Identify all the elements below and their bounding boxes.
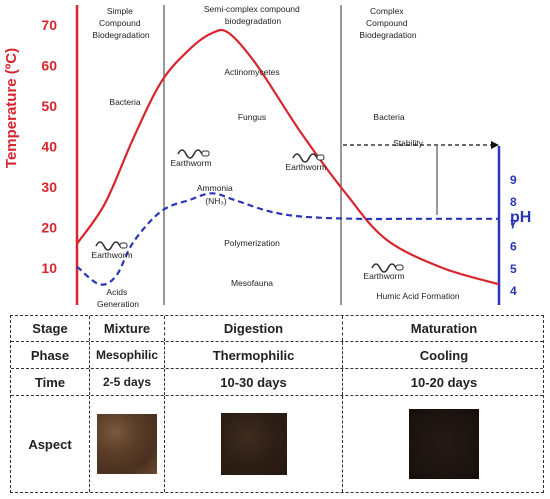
time-digestion: 10-30 days [164,369,342,395]
phase2-header-line2: biodegradation [225,16,282,26]
aspect-row-label: Aspect [28,436,72,452]
acids-generation-line1: Acids [106,287,127,297]
phase3-header-line1: Complex [370,6,404,16]
phase1-header-line3: Biodegradation [92,30,149,40]
polymerization-label: Polymerization [224,238,280,248]
earthworm-icon [177,149,210,159]
temperature-tick-label: 20 [41,220,57,236]
aspect-mixture-cell [89,396,164,492]
aspect-maturation-cell [342,396,545,492]
phase-row: Phase Mesophilic Thermophilic Cooling [11,342,543,369]
earthworm-icon [371,263,404,273]
earthworm-label-4: Earthworm [363,271,404,281]
compost-chart: Temperature (ºC) pH 10 20 30 40 50 60 70 4 5 6 7 8… [3,4,531,309]
temperature-axis-title: Temperature (ºC) [3,48,20,168]
compost-mixture-image [97,414,157,474]
temperature-tick-label: 10 [41,260,57,276]
actinomycetes-label: Actinomycetes [224,67,279,77]
stage-maturation: Maturation [342,316,545,341]
phase-cooling: Cooling [342,342,545,368]
time-row-label: Time [34,374,66,390]
temperature-tick-label: 50 [41,98,57,114]
compost-digestion-image [220,413,287,475]
stability-label: Stability [393,138,424,148]
bacteria-label-1: Bacteria [109,97,140,107]
temperature-tick-label: 70 [41,17,57,33]
time-maturation: 10-20 days [342,369,545,395]
stage-mixture: Mixture [89,316,164,341]
earthworm-label-3: Earthworm [285,162,326,172]
aspect-row: Aspect [11,396,543,492]
ph-tick-label: 6 [510,240,517,254]
mesofauna-label: Mesofauna [231,278,273,288]
temperature-tick-label: 40 [41,139,57,155]
humic-acid-label: Humic Acid Formation [376,291,459,301]
temperature-tick-label: 60 [41,58,57,74]
earthworm-icon [292,153,325,163]
acids-generation-line2: Generation [97,299,139,309]
earthworm-label-1: Earthworm [91,250,132,260]
stage-digestion: Digestion [164,316,342,341]
phase1-header-line2: Compound [99,18,141,28]
phase2-header: Semi-complex compound biodegradation [204,4,302,26]
phase1-header-line1: Simple [107,6,133,16]
ammonia-label-line2: (NH₃) [205,196,227,206]
phase2-header-line1: Semi-complex compound [204,4,300,14]
ph-axis-title: pH [510,209,531,226]
ph-tick-label: 7 [510,217,517,231]
time-row: Time 2-5 days 10-30 days 10-20 days [11,369,543,396]
phase3-header-line3: Biodegradation [359,30,416,40]
temperature-tick-label: 30 [41,179,57,195]
stage-row-label: Stage [32,321,68,336]
acids-generation-label: Acids Generation [97,287,139,309]
stage-table: Stage Mixture Digestion Maturation Phase… [10,315,544,493]
ammonia-label-line1: Ammonia [197,183,233,193]
ammonia-label: Ammonia (NH₃) [197,183,235,206]
phase-mesophilic: Mesophilic [89,342,164,368]
earthworm-icon [95,241,128,251]
aspect-digestion-cell [164,396,342,492]
fungus-label: Fungus [238,112,266,122]
ph-curve [76,192,499,286]
earthworm-label-2: Earthworm [170,158,211,168]
phase3-header: Complex Compound Biodegradation [359,6,416,40]
phase-row-label: Phase [30,347,70,363]
ph-tick-label: 5 [510,262,517,276]
ph-tick-label: 9 [510,173,517,187]
ph-tick-label: 4 [510,284,517,298]
phase3-header-line2: Compound [366,18,408,28]
ph-tick-label: 8 [510,195,517,209]
phase1-header: Simple Compound Biodegradation [92,6,149,40]
compost-maturation-image [409,409,479,479]
stability-arrowhead [491,141,499,149]
stage-row: Stage Mixture Digestion Maturation [11,316,543,342]
time-mixture: 2-5 days [89,369,164,395]
temperature-curve [76,28,500,286]
phase-thermophilic: Thermophilic [164,342,342,368]
bacteria-label-2: Bacteria [373,112,404,122]
